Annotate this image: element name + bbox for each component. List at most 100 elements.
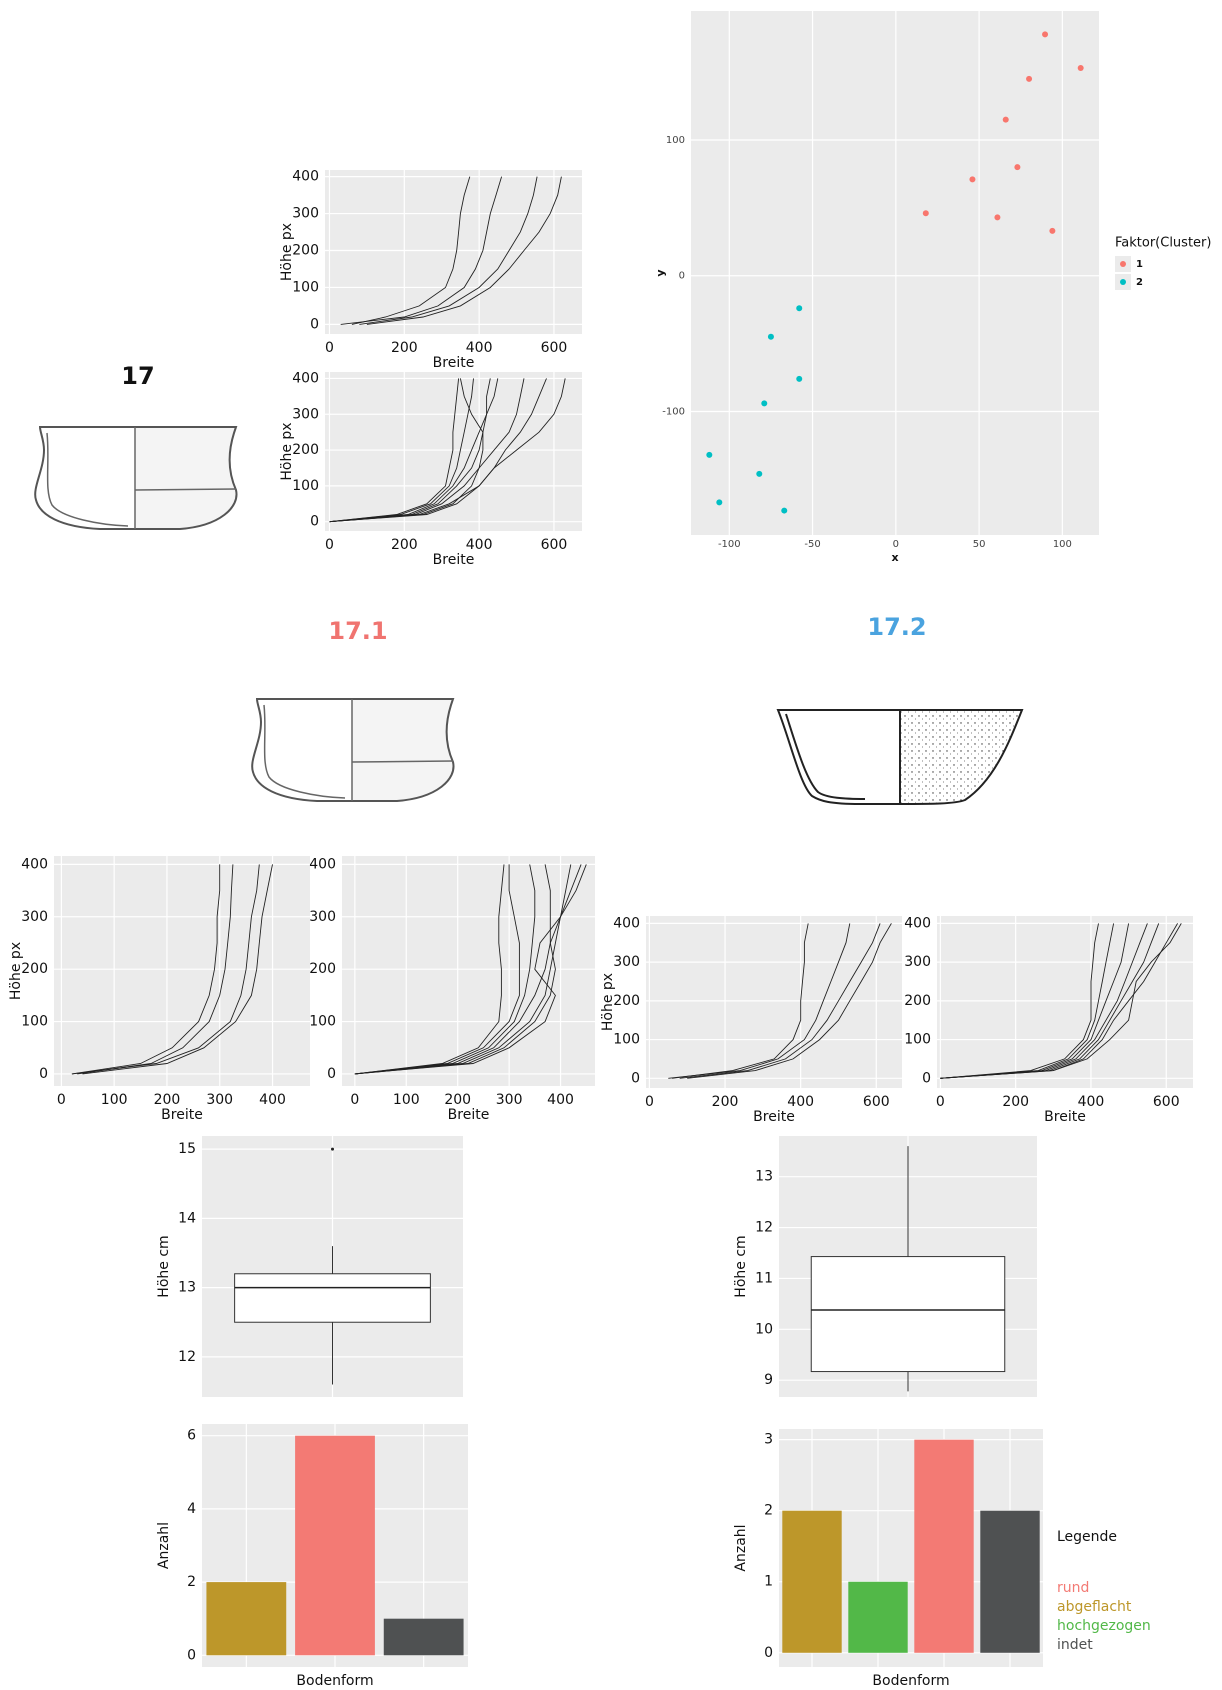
x-tick-label: 200: [712, 1094, 739, 1110]
heading: 17: [121, 362, 154, 390]
legend-title: Faktor(Cluster): [1115, 236, 1211, 251]
x-axis-label: Breite: [1044, 1109, 1086, 1125]
x-axis-label: Breite: [161, 1107, 203, 1123]
x-axis-label: Breite: [433, 355, 475, 371]
x-tick-label: 600: [541, 340, 568, 356]
bar: [782, 1510, 842, 1653]
plot-panel: [54, 856, 310, 1086]
vessel-drawing: [34, 426, 238, 530]
y-tick-label: 300: [21, 909, 48, 925]
point: [994, 214, 1001, 221]
point: [1014, 164, 1021, 171]
y-axis-label: Höhe cm: [733, 1235, 749, 1297]
legend-swatch: [1120, 261, 1126, 267]
bar: [383, 1618, 464, 1656]
y-tick-label: 9: [764, 1372, 773, 1388]
vessel-drawing: [251, 698, 455, 802]
profile-line: [354, 864, 572, 1075]
bar: [295, 1435, 375, 1656]
x-tick-label: 400: [466, 537, 493, 553]
y-tick-label: 6: [187, 1428, 196, 1444]
y-tick-label: 200: [309, 961, 336, 977]
y-tick-label: 0: [679, 271, 685, 282]
x-tick-label: 400: [1078, 1094, 1105, 1110]
x-tick-label: 300: [206, 1092, 233, 1108]
point: [716, 499, 723, 506]
y-tick-label: 400: [292, 169, 319, 185]
y-tick-label: 100: [292, 279, 319, 295]
legend-swatch: [1120, 279, 1126, 285]
x-tick-label: 0: [645, 1094, 654, 1110]
y-tick-label: 12: [755, 1220, 773, 1236]
x-tick-label: 0: [325, 537, 334, 553]
profile-line: [71, 864, 221, 1075]
profile-line: [340, 176, 503, 325]
x-axis-label: Breite: [753, 1109, 795, 1125]
x-tick-label: 200: [391, 340, 418, 356]
profile-line: [354, 864, 520, 1075]
y-tick-label: 0: [310, 514, 319, 530]
profile-line: [329, 378, 566, 523]
point: [796, 305, 803, 312]
y-tick-label: 200: [613, 993, 640, 1009]
profile-line: [329, 378, 491, 523]
plot-panel: [325, 170, 582, 334]
bar: [848, 1581, 908, 1653]
x-tick-label: 200: [444, 1092, 471, 1108]
y-tick-label: 400: [21, 856, 48, 872]
x-axis-label: Bodenform: [872, 1673, 949, 1686]
y-tick-label: 200: [21, 961, 48, 977]
x-tick-label: 50: [973, 539, 986, 550]
x-axis-label: Breite: [433, 552, 475, 568]
profile-line: [359, 176, 538, 325]
x-tick-label: 400: [466, 340, 493, 356]
x-tick-label: 0: [936, 1094, 945, 1110]
profile-line: [668, 923, 851, 1079]
x-tick-label: 100: [101, 1092, 128, 1108]
outlier: [331, 1147, 334, 1151]
plot-panel: [937, 916, 1193, 1088]
point: [767, 333, 774, 340]
x-tick-label: 600: [1153, 1094, 1180, 1110]
y-tick-label: 12: [178, 1349, 196, 1365]
y-tick-label: 0: [327, 1066, 336, 1082]
profile-line: [329, 378, 499, 523]
profile-line: [82, 864, 273, 1075]
legend-title: Legende: [1057, 1529, 1117, 1545]
profile-line: [354, 864, 505, 1075]
y-tick-label: 100: [21, 1014, 48, 1030]
profile-line: [940, 923, 1130, 1079]
point: [796, 375, 803, 382]
x-tick-label: 300: [496, 1092, 523, 1108]
y-tick-label: 1: [764, 1574, 773, 1590]
profile-line: [679, 923, 881, 1079]
x-tick-label: 0: [350, 1092, 359, 1108]
y-tick-label: -100: [662, 406, 685, 417]
x-tick-label: 0: [325, 340, 334, 356]
point: [922, 210, 929, 217]
heading: 17.1: [328, 617, 387, 645]
x-tick-label: 400: [547, 1092, 574, 1108]
y-tick-label: 400: [904, 915, 931, 931]
y-tick-label: 3: [764, 1432, 773, 1448]
box: [234, 1273, 431, 1323]
y-axis-label: Höhe px: [279, 422, 295, 480]
bar: [980, 1510, 1040, 1653]
heading: 17.2: [867, 613, 926, 641]
y-tick-label: 0: [631, 1070, 640, 1086]
y-tick-label: 100: [292, 478, 319, 494]
x-tick-label: 100: [393, 1092, 420, 1108]
y-tick-label: 0: [310, 316, 319, 332]
y-tick-label: 13: [755, 1169, 773, 1185]
y-axis-label: Anzahl: [156, 1522, 172, 1569]
y-tick-label: 4: [187, 1501, 196, 1517]
point: [761, 400, 768, 407]
x-tick-label: -50: [804, 539, 820, 550]
profile-line: [354, 864, 536, 1075]
profile-line: [329, 378, 474, 523]
legend-label: abgeflacht: [1057, 1599, 1132, 1615]
profile-line: [354, 864, 551, 1075]
y-tick-label: 0: [39, 1066, 48, 1082]
point: [706, 451, 713, 458]
y-tick-label: 13: [178, 1280, 196, 1296]
